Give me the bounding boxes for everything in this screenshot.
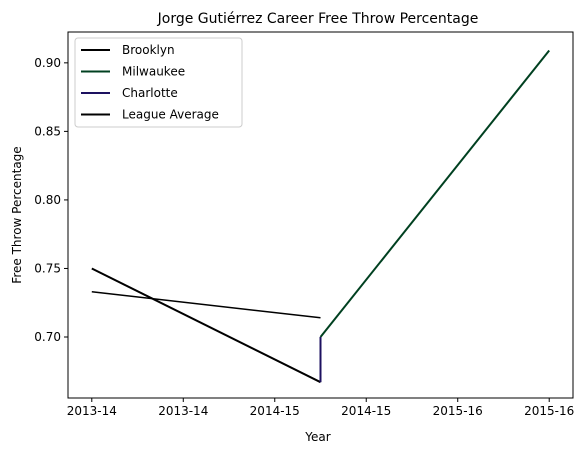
legend-label: Charlotte (122, 86, 178, 100)
x-tick-label: 2015-16 (524, 404, 574, 418)
series-line-league-average (91, 291, 321, 319)
legend-label: League Average (122, 108, 219, 122)
legend-label: Brooklyn (122, 43, 175, 57)
series-line-brooklyn (91, 267, 321, 384)
x-tick-label: 2014-15 (341, 404, 391, 418)
y-axis-label: Free Throw Percentage (10, 146, 24, 283)
y-tick-label: 0.85 (34, 124, 61, 138)
x-tick-label: 2015-16 (433, 404, 483, 418)
legend-label: Milwaukee (122, 65, 185, 79)
x-tick-label: 2013-14 (67, 404, 117, 418)
y-tick-label: 0.75 (34, 261, 61, 275)
plot-frame (67, 31, 574, 399)
chart-title: Jorge Gutiérrez Career Free Throw Percen… (157, 11, 479, 27)
legend-frame (74, 37, 243, 128)
x-tick-label: 2013-14 (158, 404, 208, 418)
y-tick-label: 0.90 (34, 56, 61, 70)
x-axis-label: Year (304, 430, 330, 444)
y-axis: 0.70 0.75 0.80 0.85 0.90 (34, 56, 68, 344)
legend: Brooklyn Milwaukee Charlotte League Average (74, 37, 243, 128)
y-tick-label: 0.70 (34, 330, 61, 344)
x-tick-label: 2014-15 (250, 404, 300, 418)
x-axis: 2013-14 2013-14 2014-15 2014-15 2015-16 2015-… (67, 398, 574, 418)
series-line-milwaukee (319, 49, 550, 338)
y-tick-label: 0.80 (34, 193, 61, 207)
plot-layer (91, 49, 550, 384)
